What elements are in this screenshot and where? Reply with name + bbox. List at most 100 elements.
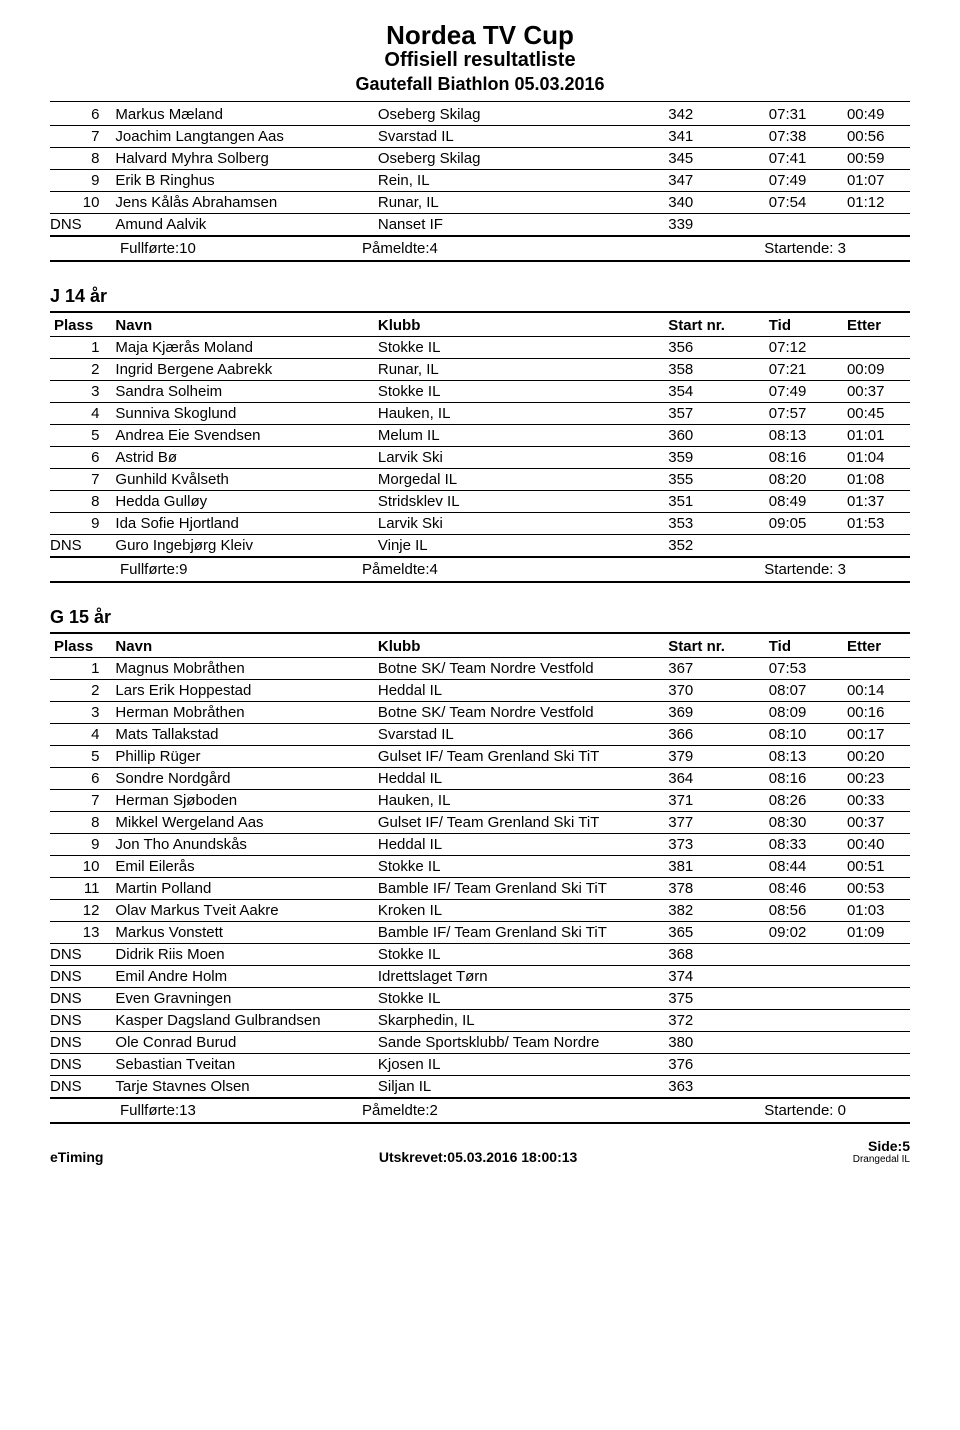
cell-tid bbox=[765, 944, 843, 966]
table-row: 9Ida Sofie HjortlandLarvik Ski35309:0501… bbox=[50, 513, 910, 535]
cell-klubb: Vinje IL bbox=[374, 535, 664, 557]
cell-klubb: Melum IL bbox=[374, 425, 664, 447]
cell-tid: 07:38 bbox=[765, 126, 843, 148]
cell-navn: Emil Eilerås bbox=[111, 856, 373, 878]
cell-navn: Erik B Ringhus bbox=[111, 170, 373, 192]
summary-pameldte: Påmeldte:4 bbox=[362, 561, 604, 578]
table-row: 4Sunniva SkoglundHauken, IL35707:5700:45 bbox=[50, 403, 910, 425]
summary-row: Fullførte:13Påmeldte:2Startende: 0 bbox=[50, 1098, 910, 1124]
cell-etter: 01:04 bbox=[843, 447, 910, 469]
cell-startnr: 357 bbox=[664, 403, 765, 425]
table-row: 13Markus VonstettBamble IF/ Team Grenlan… bbox=[50, 922, 910, 944]
cell-etter: 01:07 bbox=[843, 170, 910, 192]
table-row: 7Joachim Langtangen AasSvarstad IL34107:… bbox=[50, 126, 910, 148]
cell-tid: 08:30 bbox=[765, 812, 843, 834]
table-row: 6Astrid BøLarvik Ski35908:1601:04 bbox=[50, 447, 910, 469]
cell-etter: 00:40 bbox=[843, 834, 910, 856]
summary-pameldte: Påmeldte:2 bbox=[362, 1102, 604, 1119]
cell-startnr: 353 bbox=[664, 513, 765, 535]
cell-plass: 8 bbox=[50, 148, 111, 170]
table-row: 12Olav Markus Tveit AakreKroken IL38208:… bbox=[50, 900, 910, 922]
footer-sub: Drangedal IL bbox=[853, 1154, 910, 1165]
cell-klubb: Morgedal IL bbox=[374, 469, 664, 491]
cell-plass: 6 bbox=[50, 447, 111, 469]
column-header-etter: Etter bbox=[843, 315, 910, 337]
column-header-plass: Plass bbox=[50, 315, 111, 337]
cell-klubb: Gulset IF/ Team Grenland Ski TiT bbox=[374, 812, 664, 834]
cell-klubb: Gulset IF/ Team Grenland Ski TiT bbox=[374, 746, 664, 768]
cell-tid: 07:41 bbox=[765, 148, 843, 170]
column-header-tid: Tid bbox=[765, 636, 843, 658]
document-header: Nordea TV Cup Offisiell resultatliste Ga… bbox=[50, 20, 910, 95]
cell-startnr: 367 bbox=[664, 658, 765, 680]
cell-startnr: 376 bbox=[664, 1054, 765, 1076]
cell-startnr: 347 bbox=[664, 170, 765, 192]
footer-right: Side:5 Drangedal IL bbox=[853, 1138, 910, 1165]
cell-plass: DNS bbox=[50, 944, 111, 966]
table-row: DNSDidrik Riis MoenStokke IL368 bbox=[50, 944, 910, 966]
cell-tid: 08:07 bbox=[765, 680, 843, 702]
table-row: 2Lars Erik HoppestadHeddal IL37008:0700:… bbox=[50, 680, 910, 702]
cell-etter bbox=[843, 658, 910, 680]
summary-pameldte: Påmeldte:4 bbox=[362, 240, 604, 257]
table-row: 6Markus MælandOseberg Skilag34207:3100:4… bbox=[50, 104, 910, 126]
cell-klubb: Bamble IF/ Team Grenland Ski TiT bbox=[374, 922, 664, 944]
cell-klubb: Heddal IL bbox=[374, 680, 664, 702]
cell-klubb: Stokke IL bbox=[374, 337, 664, 359]
cell-navn: Tarje Stavnes Olsen bbox=[111, 1076, 373, 1098]
cell-startnr: 341 bbox=[664, 126, 765, 148]
table-row: 7Gunhild KvålsethMorgedal IL35508:2001:0… bbox=[50, 469, 910, 491]
cell-startnr: 355 bbox=[664, 469, 765, 491]
cell-etter: 00:17 bbox=[843, 724, 910, 746]
cell-startnr: 342 bbox=[664, 104, 765, 126]
cell-startnr: 375 bbox=[664, 988, 765, 1010]
doc-event: Gautefall Biathlon 05.03.2016 bbox=[50, 74, 910, 95]
column-header-navn: Navn bbox=[111, 636, 373, 658]
cell-klubb: Runar, IL bbox=[374, 359, 664, 381]
cell-klubb: Hauken, IL bbox=[374, 403, 664, 425]
cell-klubb: Rein, IL bbox=[374, 170, 664, 192]
cell-startnr: 358 bbox=[664, 359, 765, 381]
section-title: J 14 år bbox=[50, 286, 910, 307]
cell-navn: Sebastian Tveitan bbox=[111, 1054, 373, 1076]
cell-navn: Joachim Langtangen Aas bbox=[111, 126, 373, 148]
cell-tid: 09:02 bbox=[765, 922, 843, 944]
cell-startnr: 372 bbox=[664, 1010, 765, 1032]
cell-navn: Hedda Gulløy bbox=[111, 491, 373, 513]
cell-plass: 13 bbox=[50, 922, 111, 944]
cell-etter: 00:49 bbox=[843, 104, 910, 126]
cell-tid bbox=[765, 535, 843, 557]
cell-tid: 08:49 bbox=[765, 491, 843, 513]
cell-plass: 1 bbox=[50, 658, 111, 680]
cell-plass: 5 bbox=[50, 425, 111, 447]
cell-klubb: Oseberg Skilag bbox=[374, 148, 664, 170]
cell-klubb: Stokke IL bbox=[374, 988, 664, 1010]
table-row: 5Phillip RügerGulset IF/ Team Grenland S… bbox=[50, 746, 910, 768]
cell-startnr: 345 bbox=[664, 148, 765, 170]
cell-plass: 5 bbox=[50, 746, 111, 768]
cell-tid bbox=[765, 1054, 843, 1076]
cell-startnr: 364 bbox=[664, 768, 765, 790]
summary-startende: Startende: 0 bbox=[604, 1102, 906, 1119]
cell-startnr: 381 bbox=[664, 856, 765, 878]
cell-tid bbox=[765, 1010, 843, 1032]
table-row: DNSAmund AalvikNanset IF339 bbox=[50, 214, 910, 236]
cell-klubb: Heddal IL bbox=[374, 834, 664, 856]
cell-klubb: Stokke IL bbox=[374, 381, 664, 403]
cell-tid: 07:12 bbox=[765, 337, 843, 359]
cell-tid bbox=[765, 988, 843, 1010]
column-header-tid: Tid bbox=[765, 315, 843, 337]
cell-plass: 8 bbox=[50, 812, 111, 834]
cell-navn: Maja Kjærås Moland bbox=[111, 337, 373, 359]
cell-etter: 00:33 bbox=[843, 790, 910, 812]
cell-navn: Magnus Mobråthen bbox=[111, 658, 373, 680]
table-row: DNSKasper Dagsland GulbrandsenSkarphedin… bbox=[50, 1010, 910, 1032]
cell-navn: Ingrid Bergene Aabrekk bbox=[111, 359, 373, 381]
cell-tid: 08:16 bbox=[765, 768, 843, 790]
cell-startnr: 366 bbox=[664, 724, 765, 746]
cell-etter: 01:37 bbox=[843, 491, 910, 513]
cell-tid: 07:31 bbox=[765, 104, 843, 126]
cell-plass: DNS bbox=[50, 966, 111, 988]
footer-page: Side:5 bbox=[853, 1138, 910, 1154]
cell-tid: 08:13 bbox=[765, 425, 843, 447]
